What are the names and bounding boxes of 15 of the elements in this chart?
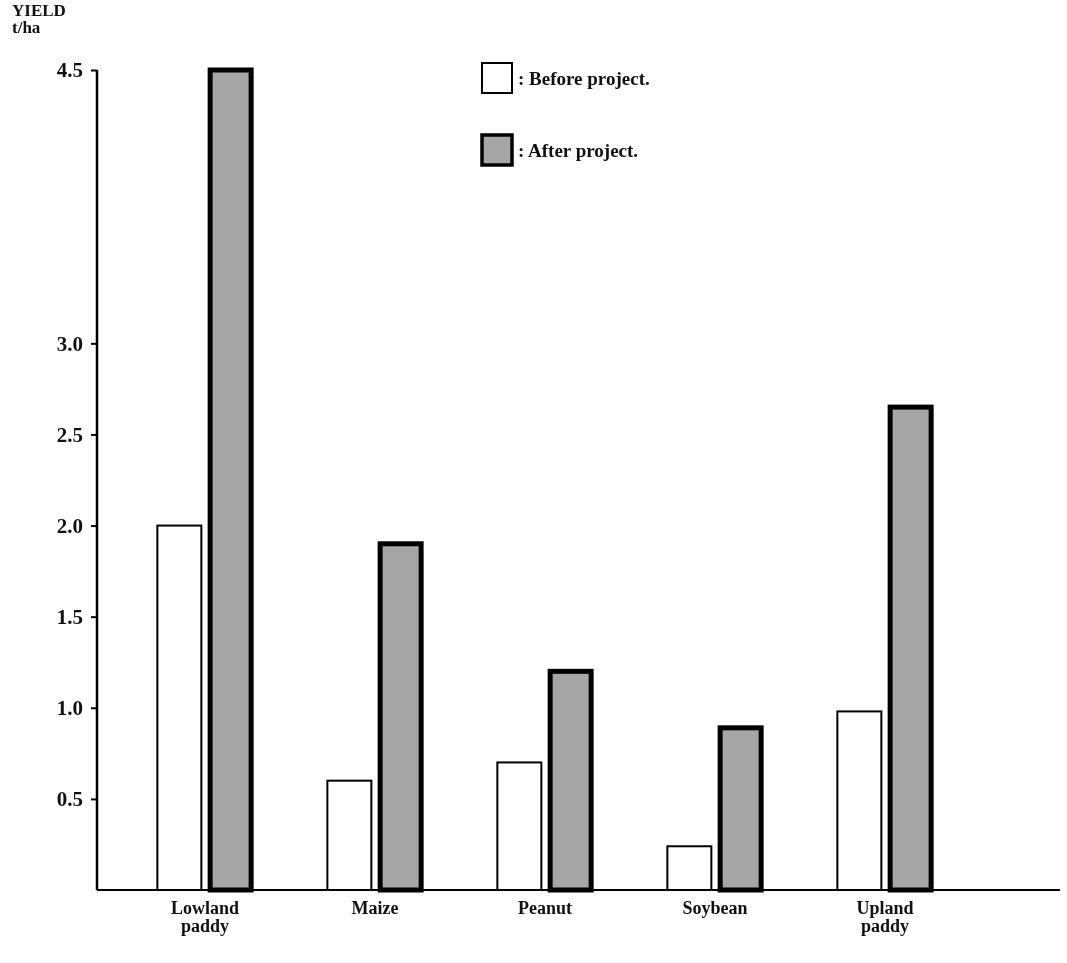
- y-tick-label: 0.5: [56, 787, 83, 812]
- y-axis-title: YIELD t/ha: [12, 1, 66, 37]
- y-tick-label: 3.0: [56, 331, 83, 356]
- y-tick-label: 1.0: [56, 696, 83, 720]
- legend-label: : After project.: [518, 140, 639, 161]
- x-tick-label: Lowland paddy: [170, 898, 240, 937]
- y-tick-label: 4.5: [56, 58, 83, 83]
- y-tick-label: 1.5: [56, 604, 83, 629]
- y-tick-label: 2.0: [56, 513, 83, 538]
- x-tick-label: Upland paddy: [856, 898, 914, 937]
- x-tick-label: Peanut: [518, 898, 573, 919]
- y-tick-label: 2.5: [56, 422, 83, 447]
- legend-label: : Before project.: [518, 68, 650, 89]
- x-tick-label: Soybean: [682, 898, 748, 919]
- x-tick-label: Maize: [351, 898, 399, 919]
